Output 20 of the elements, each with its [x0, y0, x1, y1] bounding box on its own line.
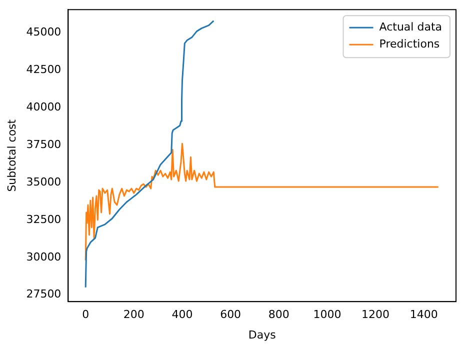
legend-label: Actual data [379, 20, 442, 34]
x-tick-label: 600 [220, 308, 242, 322]
y-tick-label: 42500 [26, 63, 62, 76]
x-tick-label: 1000 [313, 308, 342, 322]
y-tick-label: 40000 [26, 100, 62, 114]
x-tick-label: 800 [268, 308, 290, 322]
x-axis-title: Days [248, 328, 276, 342]
y-tick-label: 27500 [26, 288, 62, 301]
y-tick-label: 30000 [26, 250, 62, 264]
x-tick-label: 200 [123, 308, 144, 322]
y-tick-label: 32500 [26, 212, 62, 226]
y-axis-title: Subtotal cost [5, 118, 18, 192]
x-tick-label: 1400 [410, 308, 438, 322]
y-tick-label: 37500 [26, 138, 62, 151]
y-tick-label: 35000 [26, 175, 62, 188]
legend-label: Predictions [379, 37, 440, 50]
x-tick-label: 400 [172, 308, 193, 322]
x-tick-label: 0 [82, 308, 90, 322]
x-tick-label: 1200 [362, 308, 390, 322]
y-tick-label: 45000 [26, 26, 62, 39]
